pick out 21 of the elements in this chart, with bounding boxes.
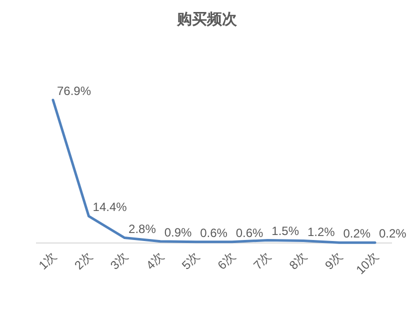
data-label: 1.5%	[272, 224, 300, 238]
chart-title: 购买频次	[176, 11, 238, 28]
data-label: 14.4%	[92, 200, 128, 214]
x-tick-label: 9次	[322, 249, 346, 272]
data-label: 0.6%	[236, 226, 264, 240]
x-tick-label: 6次	[214, 249, 238, 272]
x-tick-label: 10次	[353, 249, 382, 278]
data-label: 0.2%	[343, 226, 371, 241]
x-tick-label: 7次	[250, 249, 274, 272]
data-label: 0.2%	[379, 226, 407, 241]
x-tick-label: 8次	[286, 249, 310, 272]
x-tick-label: 2次	[72, 249, 95, 272]
x-tick-label: 5次	[179, 249, 202, 272]
data-label: 2.8%	[128, 222, 156, 236]
data-label: 1.2%	[307, 224, 336, 239]
data-label: 0.9%	[164, 225, 192, 240]
data-label: 76.9%	[57, 84, 92, 98]
x-tick-label: 3次	[108, 249, 131, 272]
data-label: 0.6%	[200, 226, 228, 240]
x-tick-label: 4次	[143, 249, 166, 272]
x-tick-label: 1次	[36, 249, 60, 272]
